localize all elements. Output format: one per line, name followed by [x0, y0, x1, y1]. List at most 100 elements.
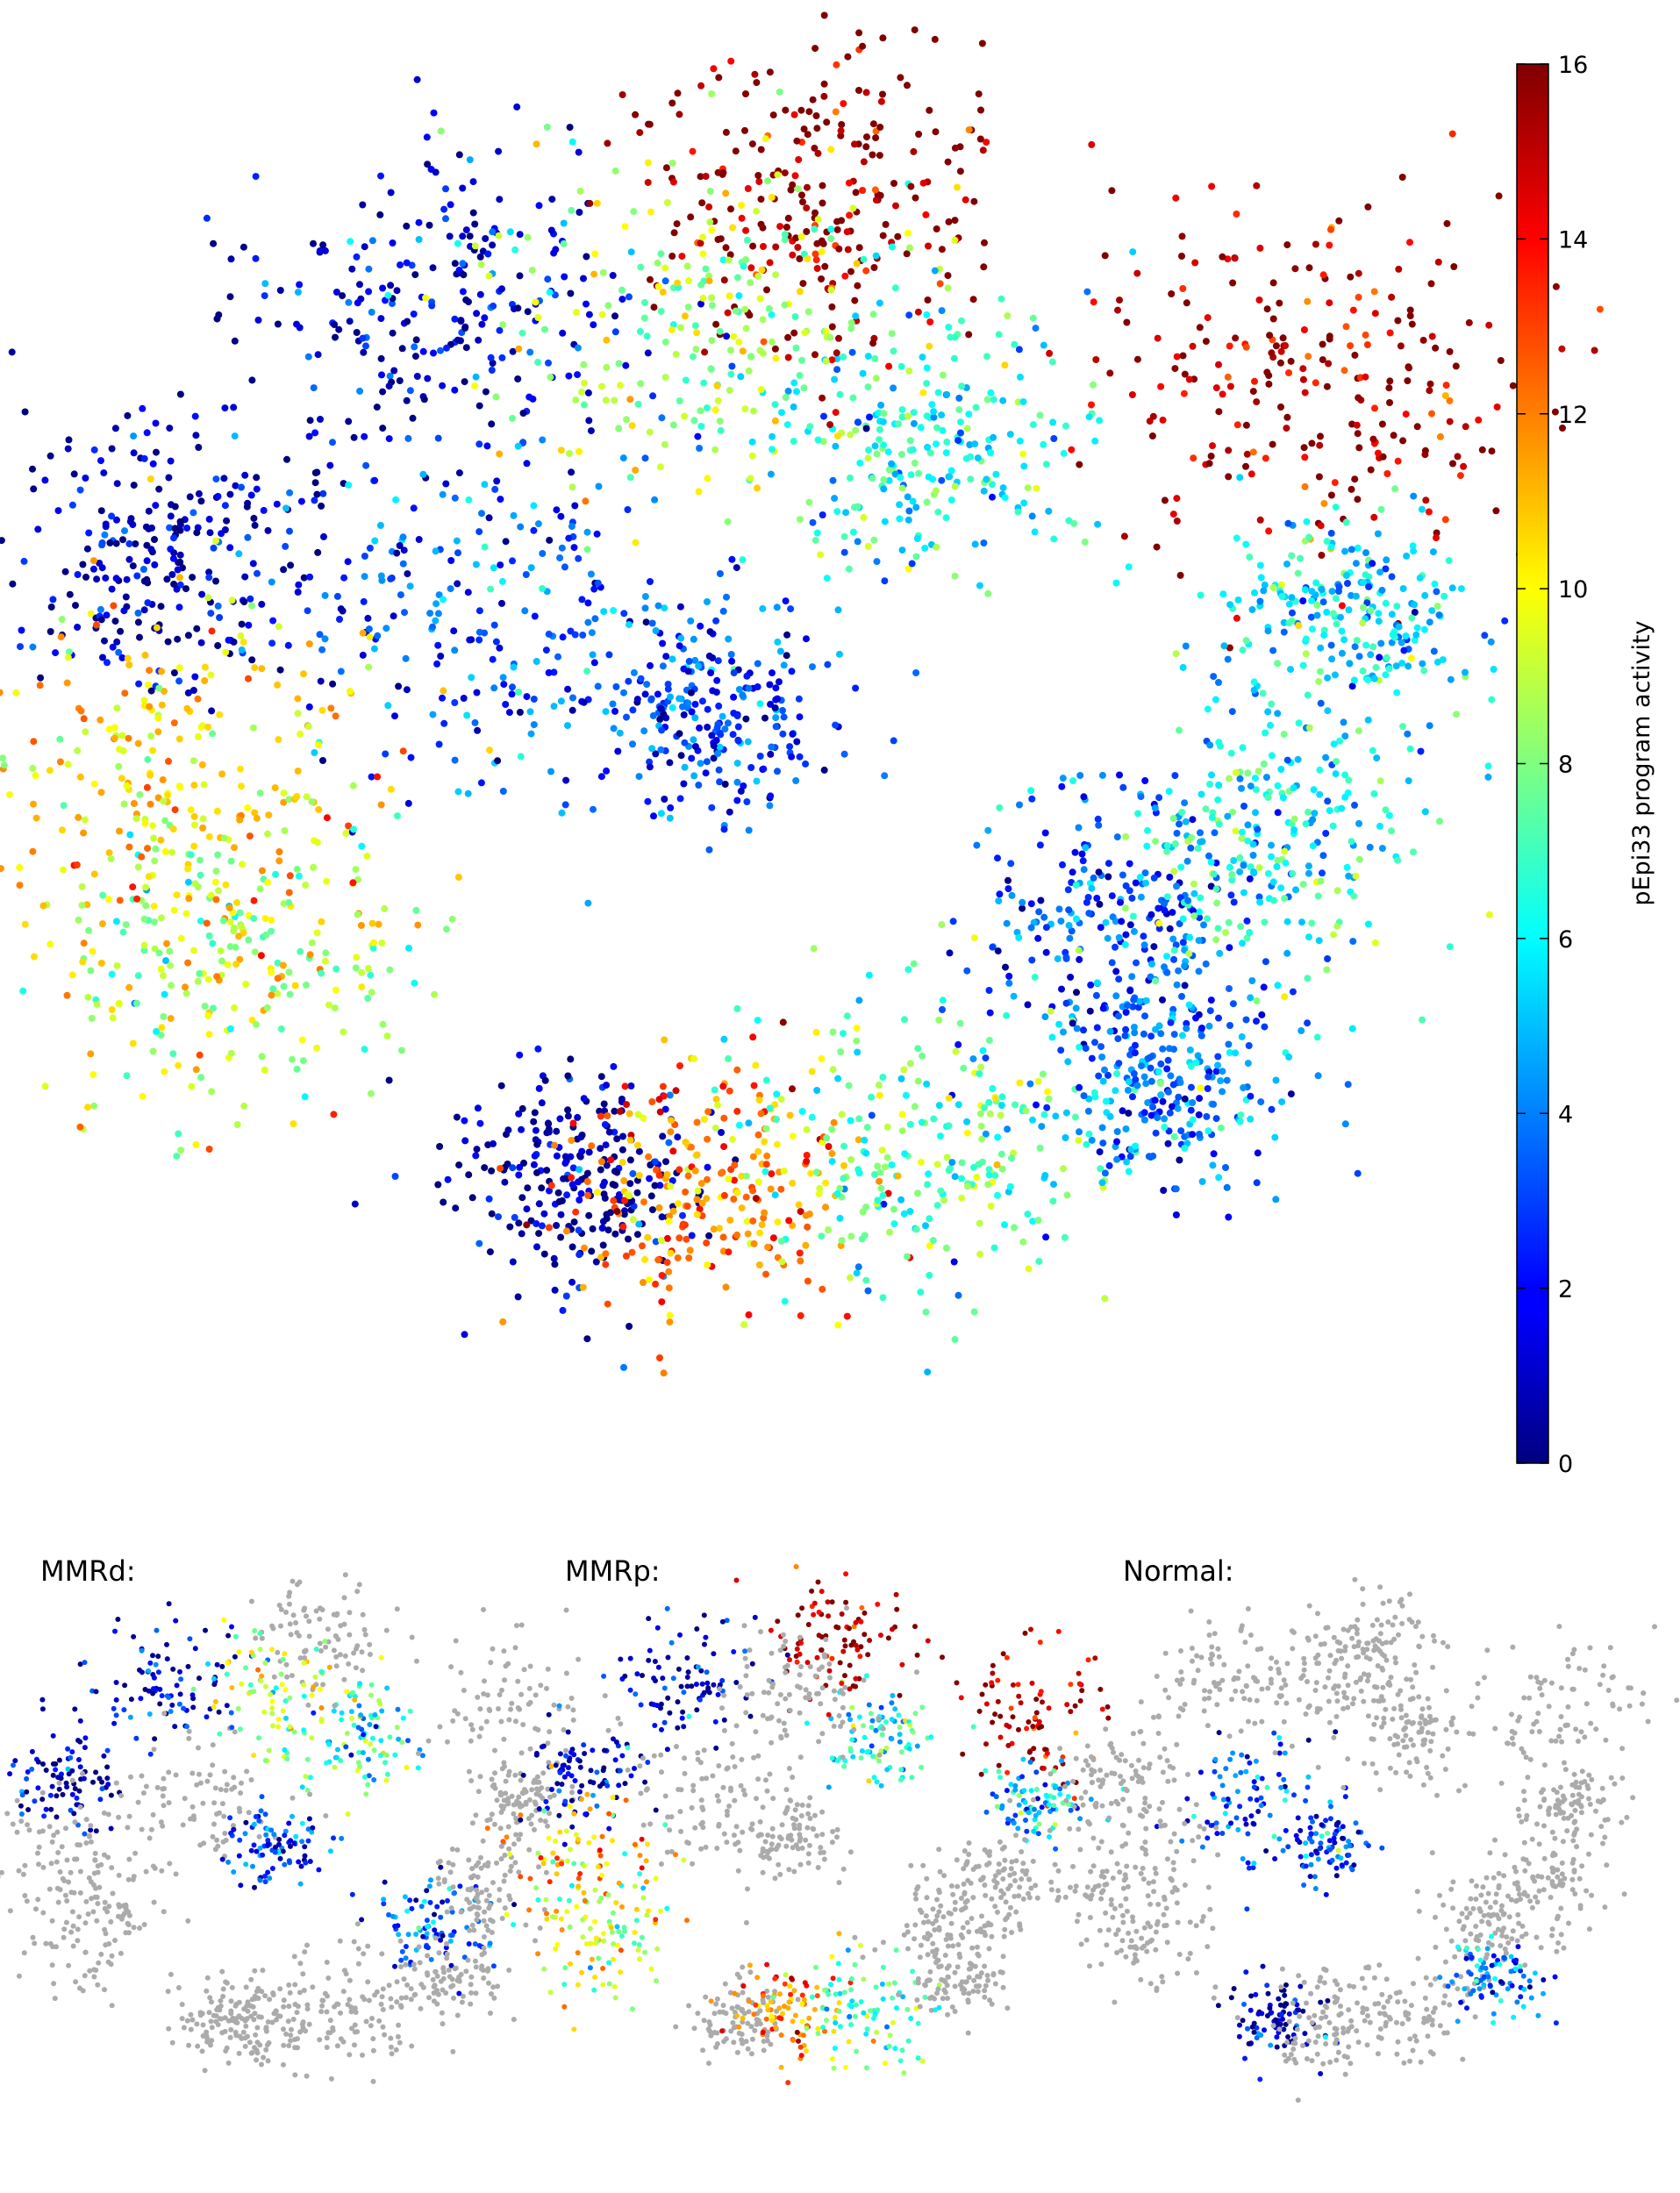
- cell-point: [154, 794, 162, 802]
- cell-point: [620, 1211, 628, 1218]
- cell-point: [339, 1710, 345, 1716]
- cell-point: [401, 609, 408, 617]
- cell-point: [1410, 547, 1418, 555]
- cell-point: [358, 983, 366, 991]
- cell-point: [150, 903, 158, 911]
- cell-point: [311, 749, 318, 756]
- cell-point: [1234, 596, 1242, 604]
- cell-point: [585, 417, 593, 425]
- cell-point: [377, 354, 385, 362]
- cell-point: [1205, 852, 1212, 860]
- cell-point: [1183, 1025, 1190, 1032]
- cell-point: [951, 1173, 959, 1181]
- cell-point: [160, 972, 167, 980]
- cell-point: [793, 388, 800, 396]
- cell-point: [659, 1082, 667, 1090]
- cell-point: [1319, 340, 1326, 348]
- cell-point: [1164, 1088, 1172, 1096]
- cell-point: [394, 1725, 400, 1731]
- cell-point: [657, 746, 665, 754]
- cell-point: [319, 1607, 325, 1613]
- cell-point: [843, 1312, 851, 1320]
- cell-point: [429, 711, 437, 718]
- cell-point: [1355, 653, 1363, 661]
- cell-point: [604, 1300, 611, 1308]
- cell-point: [303, 1860, 309, 1866]
- cell-point: [875, 1081, 883, 1089]
- cell-point: [274, 320, 282, 328]
- cell-point: [368, 773, 375, 781]
- cell-point: [510, 511, 518, 519]
- cell-point: [363, 1791, 369, 1797]
- cell-point: [315, 741, 322, 749]
- cell-point: [702, 769, 710, 777]
- cell-point: [1272, 1196, 1280, 1204]
- cell-point: [704, 598, 711, 605]
- cell-point: [464, 789, 472, 797]
- cell-point: [1179, 915, 1187, 923]
- cell-point: [924, 1181, 932, 1189]
- cell-point: [740, 1321, 747, 1329]
- cell-point: [404, 1765, 410, 1770]
- cell-point: [990, 433, 997, 441]
- cell-point: [792, 234, 800, 242]
- cell-point: [552, 246, 560, 254]
- cell-point: [147, 1660, 154, 1666]
- cell-point: [532, 298, 540, 306]
- cell-point: [600, 1100, 608, 1108]
- cell-point: [611, 312, 618, 320]
- cell-point: [838, 121, 846, 128]
- cell-point: [653, 1166, 660, 1174]
- cell-point: [1075, 1137, 1083, 1145]
- cell-point: [726, 808, 733, 816]
- cell-point: [103, 611, 111, 619]
- cell-point: [321, 591, 329, 599]
- cell-point: [997, 1150, 1005, 1158]
- cell-point: [575, 1251, 583, 1259]
- cell-point: [1175, 1093, 1183, 1101]
- cell-point: [987, 389, 995, 396]
- cell-point: [630, 668, 638, 676]
- cell-point: [734, 723, 742, 731]
- cell-point: [1219, 390, 1226, 398]
- cell-point: [1212, 384, 1220, 392]
- cell-point: [313, 468, 321, 476]
- cell-point: [1354, 544, 1362, 552]
- cell-point: [226, 943, 234, 951]
- cell-point: [253, 485, 261, 493]
- cell-point: [1295, 719, 1303, 727]
- cell-point: [113, 1712, 119, 1718]
- cell-point: [697, 622, 704, 630]
- cell-point: [489, 360, 497, 367]
- cell-point: [1183, 857, 1191, 865]
- cell-point: [1183, 299, 1190, 307]
- cell-point: [332, 1633, 339, 1639]
- cell-point: [199, 824, 207, 832]
- cell-point: [688, 1143, 695, 1151]
- cell-point: [1147, 973, 1155, 981]
- cell-point: [829, 476, 837, 484]
- cell-point: [49, 596, 57, 604]
- cell-point: [1456, 472, 1464, 480]
- cell-point: [1215, 408, 1223, 416]
- cell-point: [1108, 959, 1116, 967]
- cell-point: [965, 411, 973, 418]
- cell-point: [199, 815, 207, 823]
- cell-point: [1173, 882, 1180, 890]
- cell-point: [989, 493, 996, 501]
- cell-point: [555, 1197, 563, 1205]
- cell-point: [650, 812, 657, 820]
- cell-point: [704, 1175, 711, 1183]
- cell-point: [926, 1215, 933, 1223]
- cell-point: [1359, 667, 1367, 675]
- cell-point: [344, 1731, 350, 1736]
- cell-point: [1426, 618, 1433, 626]
- cell-point: [676, 1234, 683, 1242]
- cell-point: [107, 855, 115, 862]
- cell-point: [25, 1769, 31, 1775]
- cell-point: [125, 734, 132, 742]
- cell-point: [840, 1161, 847, 1169]
- cell-point: [8, 348, 16, 356]
- cell-point: [760, 1214, 768, 1222]
- cell-point: [230, 404, 238, 411]
